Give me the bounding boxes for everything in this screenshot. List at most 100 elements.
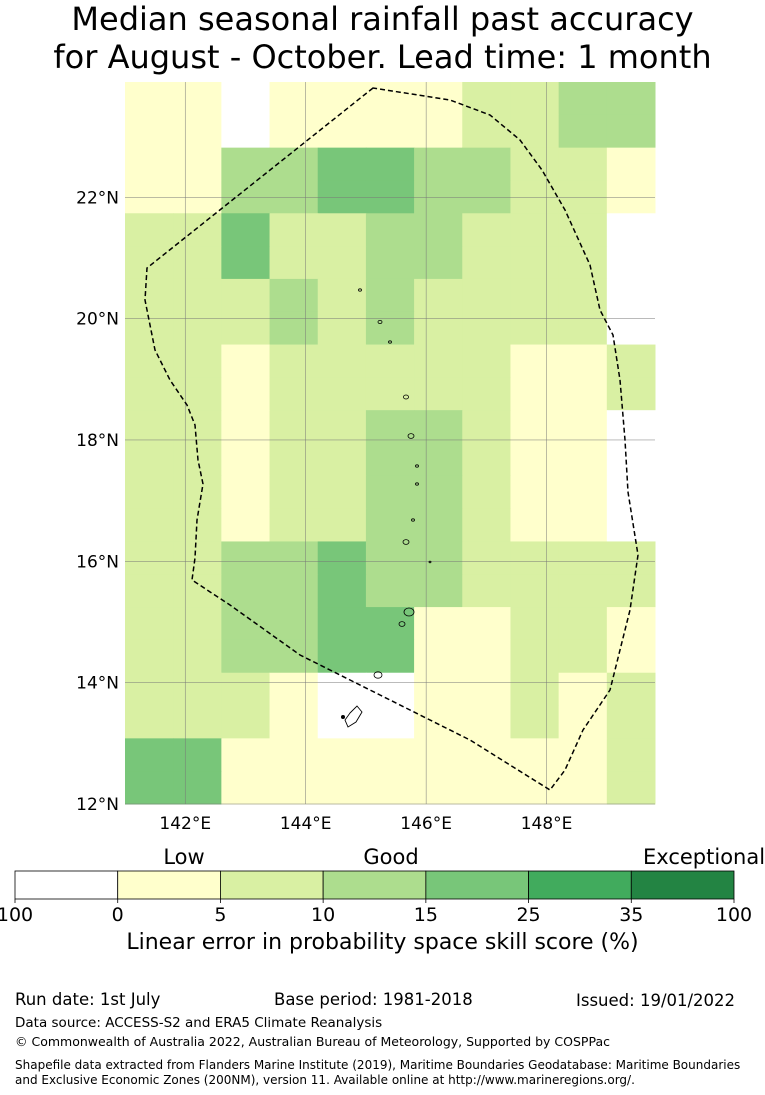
grid-cell <box>558 246 608 280</box>
grid-cell <box>558 508 608 542</box>
colorbar-tick-label: 25 <box>516 904 540 926</box>
grid-cell <box>365 541 415 575</box>
island-outline <box>388 340 392 344</box>
grid-cell <box>510 278 560 313</box>
grid-cell <box>510 672 560 707</box>
grid-cell <box>269 672 319 707</box>
grid-cell <box>125 475 174 510</box>
grid-cell <box>414 607 463 641</box>
grid-cell <box>125 639 174 674</box>
grid-cell <box>558 114 608 149</box>
island-outline <box>415 464 419 468</box>
grid-cell <box>510 771 560 805</box>
grid-cell <box>125 607 174 641</box>
grid-cell <box>510 147 560 181</box>
grid-cell <box>221 705 271 739</box>
grid-cell <box>462 147 511 181</box>
grid-cell <box>462 574 511 608</box>
grid-cell <box>606 443 656 477</box>
skill-grid <box>125 82 656 805</box>
grid-cell <box>365 443 415 477</box>
grid-cell <box>558 607 608 641</box>
grid-cell <box>462 114 511 149</box>
grid-cell <box>125 246 174 280</box>
lon-tick-label: 144°E <box>280 814 332 834</box>
grid-cell <box>510 344 560 378</box>
grid-cell <box>414 410 463 444</box>
grid-cell <box>269 443 319 477</box>
grid-cell <box>317 213 367 247</box>
colorbar-swatch <box>630 870 735 900</box>
grid-cell <box>269 771 319 805</box>
lat-tick-label: 16°N <box>76 552 119 572</box>
grid-cell <box>510 738 560 772</box>
grid-cell <box>606 574 656 608</box>
grid-cell <box>414 443 463 477</box>
colorbar-tick-label: 15 <box>414 904 438 926</box>
grid-cell <box>558 82 608 116</box>
grid-cell <box>462 475 511 510</box>
grid-cell <box>510 410 560 444</box>
grid-cell <box>365 114 415 149</box>
island-outline <box>407 433 415 439</box>
grid-cell <box>173 705 222 739</box>
lat-tick-label: 22°N <box>76 188 119 208</box>
grid-cell <box>606 541 656 575</box>
grid-cell <box>269 82 319 116</box>
grid-cell <box>365 246 415 280</box>
grid-cell <box>221 147 271 181</box>
grid-cell <box>221 82 271 116</box>
grid-cell <box>365 475 415 510</box>
grid-cell <box>558 311 608 346</box>
grid-cell <box>269 114 319 149</box>
colorbar-tick-label: 10 <box>311 904 335 926</box>
grid-cell <box>221 574 271 608</box>
grid-cell <box>221 639 271 674</box>
grid-cell <box>365 344 415 378</box>
island-outline <box>411 518 415 522</box>
colorbar-swatch <box>322 870 427 900</box>
grid-cell <box>269 410 319 444</box>
island-outline <box>428 560 432 564</box>
grid-cell <box>365 213 415 247</box>
grid-cell <box>558 541 608 575</box>
grid-cell <box>125 114 174 149</box>
grid-cell <box>414 344 463 378</box>
grid-cell <box>414 213 463 247</box>
grid-cell <box>317 114 367 149</box>
grid-cell <box>317 278 367 313</box>
colorbar-swatches <box>14 870 735 900</box>
lat-tick-label: 12°N <box>76 795 119 815</box>
colorbar-tick-label: 100 <box>0 904 33 926</box>
grid-cell <box>125 508 174 542</box>
grid-cell <box>317 607 367 641</box>
skill-map: 22°N 20°N 18°N 16°N 14°N 12°N 142°E 144°E 146°E… <box>76 82 656 834</box>
grid-cell <box>269 738 319 772</box>
island-outlines <box>341 288 432 728</box>
grid-cell <box>510 607 560 641</box>
grid-cell <box>125 311 174 346</box>
grid-cell <box>173 377 222 411</box>
grid-cell <box>414 574 463 608</box>
grid-cell <box>606 607 656 641</box>
grid-cell <box>173 114 222 149</box>
grid-cell <box>510 213 560 247</box>
grid-cell <box>462 508 511 542</box>
grid-cell <box>606 82 656 116</box>
grid-cell <box>558 410 608 444</box>
grid-cell <box>510 639 560 674</box>
grid-cell <box>558 344 608 378</box>
grid-cell <box>365 607 415 641</box>
grid-cell <box>606 475 656 510</box>
grid-cell <box>558 213 608 247</box>
grid-cell <box>510 82 560 116</box>
grid-cell <box>173 278 222 313</box>
grid-cell <box>269 246 319 280</box>
grid-cell <box>221 475 271 510</box>
grid-cell <box>365 410 415 444</box>
grid-cell <box>317 410 367 444</box>
grid-cell <box>510 508 560 542</box>
colorbar-tick-label: 5 <box>214 904 226 926</box>
grid-cell <box>558 705 608 739</box>
grid-cell <box>221 246 271 280</box>
